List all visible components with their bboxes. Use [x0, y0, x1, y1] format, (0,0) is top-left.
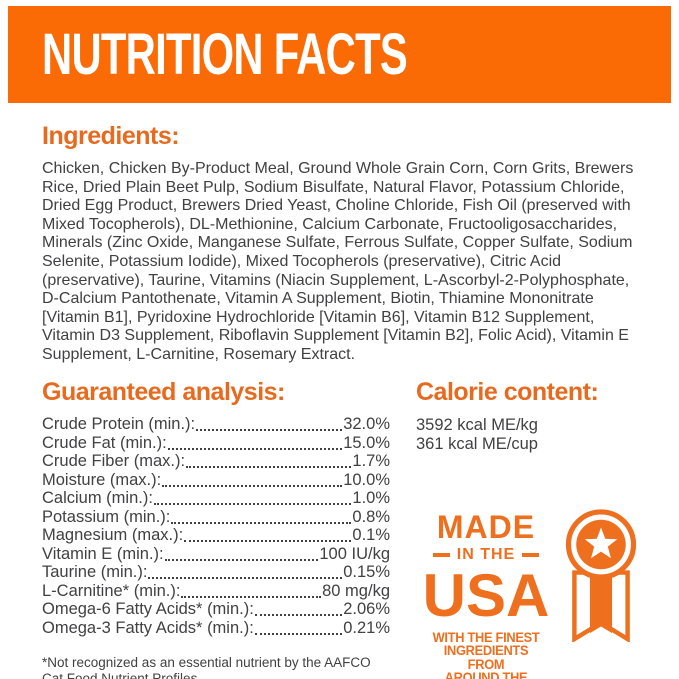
nutrient-value: 1.0%: [352, 489, 390, 508]
calorie-content-heading: Calorie content:: [416, 377, 599, 406]
guaranteed-analysis-section: Guaranteed analysis: Crude Protein (min.…: [42, 378, 390, 679]
made-in-usa-text: MADE IN THE USA WITH THE FINEST: [422, 511, 550, 679]
in-the-row: IN THE: [422, 545, 550, 563]
nutrient-label: Crude Protein (min.):: [42, 415, 196, 434]
dash-left: [432, 552, 450, 557]
nutrient-label: Omega-3 Fatty Acids* (min.):: [42, 618, 254, 637]
tagline-line: WITH THE FINEST: [432, 629, 540, 645]
label-content: Ingredients: Chicken, Chicken By-Product…: [0, 122, 679, 679]
table-row: Vitamin E (min.): 100 IU/kg: [42, 545, 390, 564]
nutrient-value: 15.0%: [343, 433, 390, 452]
guaranteed-analysis-heading: Guaranteed analysis:: [42, 377, 285, 406]
nutrient-label: Taurine (min.):: [42, 563, 148, 582]
table-row: Potassium (min.): 0.8%: [42, 508, 390, 527]
nutrient-label: Crude Fiber (max.):: [42, 452, 186, 471]
nutrient-label: L-Carnitine* (min.):: [42, 581, 181, 600]
nutrient-value: 0.8%: [352, 507, 390, 526]
nutrient-value: 80 mg/kg: [322, 581, 390, 600]
nutrient-value: 1.7%: [352, 452, 390, 471]
header-banner: NUTRITION FACTS: [8, 6, 671, 103]
guaranteed-analysis-table: Crude Protein (min.): 32.0% Crude Fat (m…: [42, 415, 390, 638]
dash-right: [522, 552, 540, 557]
calorie-line: 3592 kcal ME/kg: [416, 415, 538, 434]
dot-leader: [184, 540, 352, 543]
nutrient-label: Potassium (min.):: [42, 507, 171, 526]
calorie-and-badge-column: Calorie content: 3592 kcal ME/kg 361 kca…: [416, 378, 638, 679]
table-row: Omega-6 Fatty Acids* (min.): 2.06%: [42, 600, 390, 620]
nutrient-value: 100 IU/kg: [319, 544, 390, 563]
made-in-usa-badge: MADE IN THE USA WITH THE FINEST: [416, 508, 638, 679]
ingredients-heading: Ingredients:: [42, 122, 180, 150]
nutrient-value: 32.0%: [343, 415, 390, 434]
calorie-line: 361 kcal ME/cup: [416, 435, 538, 454]
dot-leader: [254, 614, 343, 617]
table-row: Crude Fiber (max.): 1.7%: [42, 452, 390, 472]
dot-leader: [148, 577, 343, 580]
dot-leader: [153, 503, 352, 506]
nutrient-value: 0.21%: [343, 618, 390, 637]
table-row: Calcium (min.): 1.0%: [42, 489, 390, 509]
calorie-values: 3592 kcal ME/kg 361 kcal ME/cup: [416, 416, 638, 455]
ingredients-text: Chicken, Chicken By-Product Meal, Ground…: [42, 160, 634, 363]
nutrient-label: Calcium (min.):: [42, 489, 153, 508]
nutrient-value: 2.06%: [343, 600, 390, 619]
nutrient-value: 0.15%: [343, 563, 390, 582]
table-row: Magnesium (max.): 0.1%: [42, 526, 390, 546]
dot-leader: [196, 429, 343, 432]
dot-leader: [186, 466, 352, 469]
medal-star-ribbon-icon: [564, 508, 638, 647]
page-title: NUTRITION FACTS: [42, 22, 408, 87]
tagline-line: INGREDIENTS FROM: [443, 643, 529, 672]
nutrient-label: Vitamin E (min.):: [42, 544, 164, 563]
dot-leader: [164, 558, 319, 561]
table-row: Crude Protein (min.): 32.0%: [42, 415, 390, 435]
dot-leader: [171, 521, 352, 524]
table-row: Omega-3 Fatty Acids* (min.): 0.21%: [42, 619, 390, 638]
dot-leader: [167, 447, 343, 450]
table-row: Taurine (min.): 0.15%: [42, 563, 390, 583]
badge-tagline: WITH THE FINEST INGREDIENTS FROM AROUND …: [425, 631, 547, 679]
nutrient-label: Crude Fat (min.):: [42, 433, 167, 452]
lower-columns: Guaranteed analysis: Crude Protein (min.…: [42, 378, 637, 679]
in-the-label: IN THE: [456, 545, 516, 563]
tagline-line: AROUND THE WORLD: [444, 670, 528, 679]
dot-leader: [181, 595, 322, 598]
nutrient-value: 10.0%: [343, 470, 390, 489]
table-row: L-Carnitine* (min.): 80 mg/kg: [42, 582, 390, 601]
table-row: Crude Fat (min.): 15.0%: [42, 434, 390, 453]
dot-leader: [254, 632, 343, 635]
usa-label: USA: [422, 561, 550, 629]
nutrient-label: Moisture (max.):: [42, 470, 162, 489]
table-row: Moisture (max.): 10.0%: [42, 471, 390, 490]
made-label: MADE: [436, 508, 536, 545]
dot-leader: [162, 484, 343, 487]
aafco-footnote: *Not recognized as an essential nutrient…: [42, 654, 371, 679]
nutrient-label: Magnesium (max.):: [42, 526, 184, 545]
nutrient-label: Omega-6 Fatty Acids* (min.):: [42, 600, 254, 619]
nutrient-value: 0.1%: [352, 526, 390, 545]
